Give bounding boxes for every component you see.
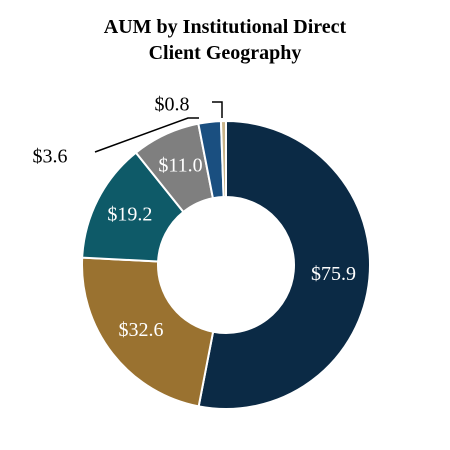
data-label: $19.2 — [107, 203, 152, 225]
data-label: $11.0 — [158, 155, 202, 177]
data-label: $75.9 — [311, 263, 356, 285]
data-label: $32.6 — [118, 319, 163, 341]
donut-slice — [81, 256, 215, 408]
chart-title: AUM by Institutional Direct Client Geogr… — [103, 16, 347, 64]
data-label: $3.6 — [33, 146, 68, 168]
leader-line — [94, 117, 199, 153]
donut-slice — [219, 119, 227, 199]
donut-slice — [197, 119, 371, 410]
leader-line — [212, 101, 223, 118]
data-label: $0.8 — [155, 94, 190, 116]
